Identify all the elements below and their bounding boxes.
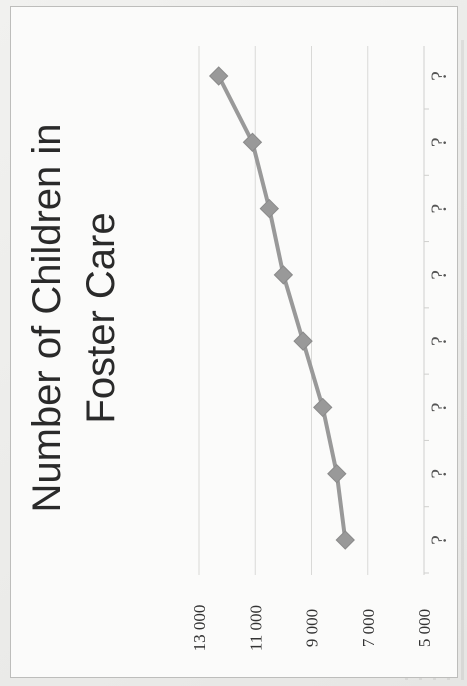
chart-title-line-2: Foster Care: [79, 212, 123, 423]
chart-title-line-1: Number of Children in: [25, 123, 69, 512]
data-point-marker: [273, 265, 294, 285]
chart-title: Number of Children in Foster Care: [25, 123, 123, 512]
chart-frame: [10, 6, 458, 678]
series-line: [216, 75, 348, 541]
value-tick-label: 9 000: [303, 609, 322, 647]
data-markers: [208, 66, 355, 550]
data-point-marker: [293, 331, 313, 351]
data-point-marker: [313, 397, 333, 418]
category-tick-label: ?: [426, 270, 451, 280]
category-tick-label: ?: [426, 469, 451, 479]
grid-lines: [198, 46, 425, 575]
category-tick-label: ?: [426, 71, 451, 81]
data-point-marker: [259, 198, 280, 219]
value-tick-label: 13 000: [190, 605, 209, 652]
category-tick-label: ?: [426, 535, 451, 545]
value-tick-label: 5 000: [415, 609, 434, 647]
value-axis-ticks: 5 000 7 000 9 000 11 000 13 000: [190, 605, 434, 652]
value-tick-label: 11 000: [246, 605, 265, 651]
category-axis-ticks: ????????: [424, 71, 451, 574]
data-point-marker: [242, 132, 263, 152]
category-tick-label: ?: [426, 336, 451, 346]
category-tick-label: ?: [426, 204, 451, 214]
data-point-marker: [208, 66, 229, 86]
category-tick-label: ?: [426, 403, 451, 413]
data-point-marker: [335, 530, 355, 550]
category-tick-label: ?: [426, 137, 451, 147]
data-point-marker: [327, 464, 347, 484]
value-tick-label: 7 000: [359, 609, 378, 647]
